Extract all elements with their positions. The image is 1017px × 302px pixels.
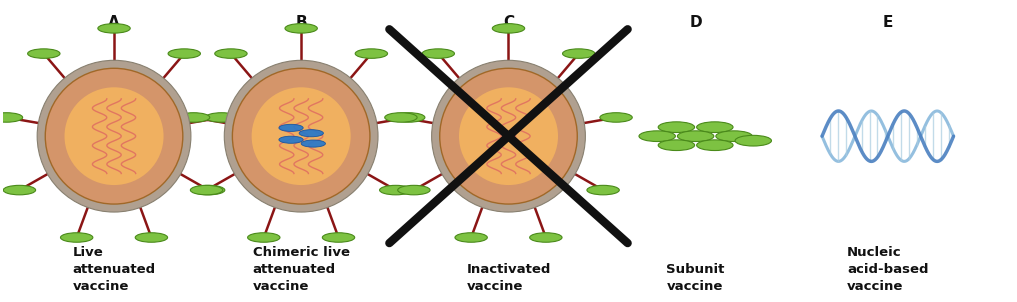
Circle shape (455, 233, 487, 242)
Circle shape (177, 113, 210, 122)
Text: A: A (108, 14, 120, 30)
Text: Subunit
vaccine: Subunit vaccine (666, 263, 725, 293)
Text: Live
attenuated
vaccine: Live attenuated vaccine (72, 246, 156, 293)
Circle shape (192, 185, 225, 195)
Circle shape (60, 233, 93, 242)
Ellipse shape (439, 68, 578, 204)
Circle shape (215, 49, 247, 58)
Circle shape (587, 185, 619, 195)
Circle shape (301, 140, 325, 147)
Circle shape (0, 113, 22, 122)
Text: Chimeric live
attenuated
vaccine: Chimeric live attenuated vaccine (252, 246, 350, 293)
Circle shape (3, 185, 36, 195)
Circle shape (422, 49, 455, 58)
Circle shape (716, 131, 753, 142)
Circle shape (393, 113, 425, 122)
Ellipse shape (225, 60, 378, 212)
Circle shape (398, 185, 430, 195)
Circle shape (285, 24, 317, 33)
Text: Nucleic
acid-based
vaccine: Nucleic acid-based vaccine (847, 246, 929, 293)
Ellipse shape (64, 87, 164, 185)
Text: C: C (503, 14, 514, 30)
Circle shape (27, 49, 60, 58)
Circle shape (205, 113, 238, 122)
Circle shape (639, 131, 675, 142)
Ellipse shape (431, 60, 586, 212)
Ellipse shape (251, 87, 351, 185)
Text: B: B (295, 14, 307, 30)
Text: E: E (883, 14, 893, 30)
Circle shape (135, 233, 168, 242)
Circle shape (379, 185, 412, 195)
Circle shape (697, 140, 733, 150)
Circle shape (168, 49, 200, 58)
Ellipse shape (232, 68, 370, 204)
Circle shape (98, 24, 130, 33)
Circle shape (735, 135, 772, 146)
Circle shape (384, 113, 417, 122)
Circle shape (279, 136, 303, 143)
Circle shape (600, 113, 633, 122)
Circle shape (279, 124, 303, 131)
Circle shape (562, 49, 595, 58)
Ellipse shape (38, 60, 191, 212)
Circle shape (677, 131, 714, 142)
Circle shape (247, 233, 280, 242)
Circle shape (697, 122, 733, 133)
Circle shape (299, 130, 323, 137)
Circle shape (658, 140, 695, 150)
Ellipse shape (46, 68, 183, 204)
Ellipse shape (459, 87, 558, 185)
Circle shape (322, 233, 355, 242)
Circle shape (530, 233, 562, 242)
Circle shape (658, 122, 695, 133)
Circle shape (355, 49, 387, 58)
Circle shape (190, 185, 223, 195)
Text: D: D (690, 14, 702, 30)
Text: Inactivated
vaccine: Inactivated vaccine (467, 263, 550, 293)
Circle shape (492, 24, 525, 33)
